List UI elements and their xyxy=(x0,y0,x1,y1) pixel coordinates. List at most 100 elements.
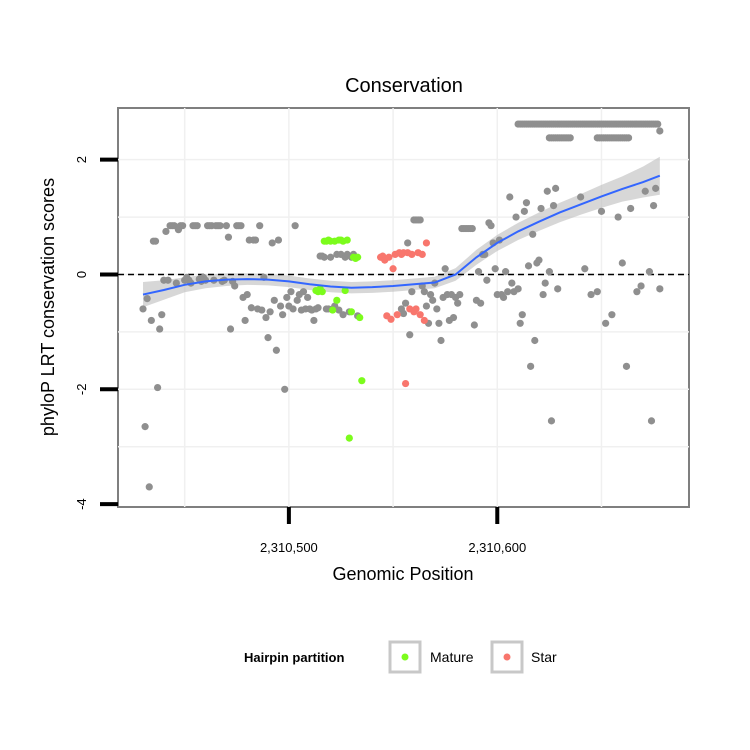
data-point-other xyxy=(435,319,443,327)
data-point-star xyxy=(420,316,428,325)
data-point-other xyxy=(401,299,410,307)
data-point-other xyxy=(545,268,553,276)
data-point-other xyxy=(504,288,512,296)
data-point-other xyxy=(581,265,589,273)
data-point-other xyxy=(618,259,626,267)
data-point-other xyxy=(314,304,322,312)
data-point-other xyxy=(614,213,622,221)
data-point-other xyxy=(172,279,180,287)
data-point-mature xyxy=(343,236,351,244)
data-point-other xyxy=(531,336,539,345)
data-point-star xyxy=(418,250,426,258)
data-point-other xyxy=(468,224,476,233)
data-point-other xyxy=(251,236,260,244)
data-point-other xyxy=(293,296,301,304)
data-point-other xyxy=(268,239,276,247)
y-tick-label: 2 xyxy=(74,156,89,163)
data-point-other xyxy=(408,288,416,296)
data-point-other xyxy=(499,293,508,302)
data-point-other xyxy=(587,290,595,299)
data-point-other xyxy=(622,362,631,370)
data-point-other xyxy=(512,213,520,221)
data-point-other xyxy=(645,268,654,276)
data-point-other xyxy=(543,187,551,195)
legend-label-mature: Mature xyxy=(430,649,474,665)
data-point-star xyxy=(389,265,397,273)
y-axis: 2 0 -2 -4 xyxy=(74,156,118,510)
data-point-other xyxy=(276,302,285,310)
data-point-other xyxy=(289,305,297,313)
data-point-other xyxy=(441,265,449,273)
data-point-other xyxy=(291,222,299,230)
data-point-other xyxy=(535,256,543,264)
data-point-other xyxy=(539,290,547,299)
data-point-other xyxy=(652,184,660,192)
data-point-other xyxy=(226,325,235,333)
data-point-other xyxy=(310,316,318,325)
data-point-other xyxy=(143,295,151,303)
data-point-mature xyxy=(341,286,349,295)
data-point-other xyxy=(264,334,272,342)
data-point-other xyxy=(508,279,516,287)
data-point-star xyxy=(393,311,401,319)
data-point-other xyxy=(406,331,414,339)
data-point-other xyxy=(506,193,514,201)
x-axis-title: Genomic Position xyxy=(332,564,473,584)
data-point-other xyxy=(335,306,343,314)
data-point-other xyxy=(241,316,249,325)
data-point-other xyxy=(624,134,633,142)
data-point-other xyxy=(641,187,649,195)
data-point-other xyxy=(270,296,278,304)
data-point-other xyxy=(549,201,558,210)
data-point-other xyxy=(470,321,478,329)
data-point-star xyxy=(401,379,410,388)
data-point-other xyxy=(522,199,531,207)
x-tick-label: 2,310,500 xyxy=(260,540,318,555)
data-point-mature xyxy=(347,308,356,316)
smooth-trend-line xyxy=(142,174,661,296)
data-point-other xyxy=(502,268,510,276)
data-point-other xyxy=(597,207,606,215)
data-point-other xyxy=(524,262,533,270)
data-point-other xyxy=(258,306,266,314)
data-point-other xyxy=(399,309,408,318)
data-point-other xyxy=(422,302,431,310)
legend-dot-star xyxy=(503,653,511,661)
data-point-other xyxy=(279,311,287,319)
data-point-other xyxy=(633,288,641,296)
data-point-other xyxy=(647,417,656,425)
data-point-other xyxy=(153,383,162,392)
data-point-other xyxy=(516,319,524,327)
data-point-other xyxy=(514,285,522,293)
legend-dot-mature xyxy=(401,653,409,661)
data-point-other xyxy=(247,304,255,312)
legend: Hairpin partition Mature Star xyxy=(244,640,557,674)
data-point-other xyxy=(262,313,270,322)
data-point-other xyxy=(326,253,335,261)
data-point-other xyxy=(224,233,233,241)
data-point-other xyxy=(456,290,464,299)
data-point-other xyxy=(483,276,491,284)
data-point-other xyxy=(156,325,164,333)
data-point-other xyxy=(145,483,153,491)
data-point-star xyxy=(408,250,416,258)
data-point-mature xyxy=(358,377,366,385)
data-point-other xyxy=(477,299,485,307)
data-point-other xyxy=(272,346,280,354)
y-tick-label: 0 xyxy=(74,271,89,278)
chart-title: Conservation xyxy=(345,75,463,97)
data-point-other xyxy=(654,120,662,128)
y-tick-label: -4 xyxy=(74,498,89,510)
data-point-other xyxy=(649,201,658,210)
data-point-other xyxy=(637,282,645,290)
data-point-other xyxy=(426,290,435,299)
data-point-other xyxy=(429,296,437,304)
data-point-other xyxy=(529,230,537,238)
data-point-other xyxy=(141,423,149,431)
data-point-mature xyxy=(329,306,337,314)
data-point-other xyxy=(179,222,187,230)
data-point-other xyxy=(158,311,166,319)
data-point-mature xyxy=(333,296,341,304)
data-point-other xyxy=(656,127,664,135)
